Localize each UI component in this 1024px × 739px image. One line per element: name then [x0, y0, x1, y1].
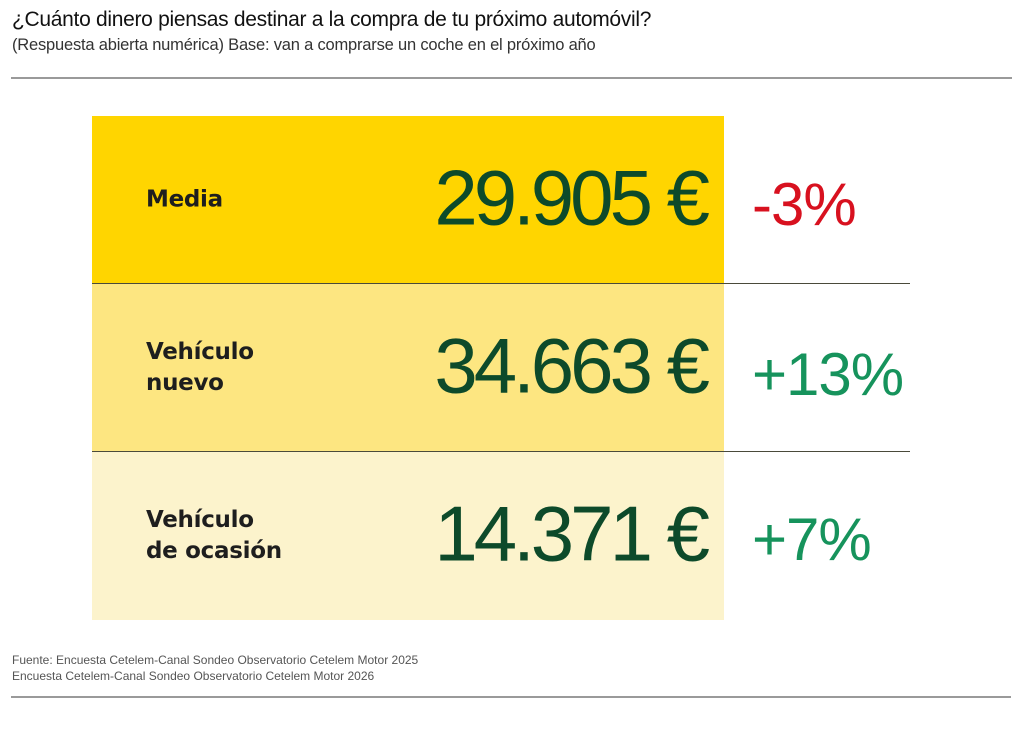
row-vehiculo-ocasion: Vehículo de ocasión 14.371 €	[92, 452, 724, 620]
row-label-line: Vehículo	[146, 507, 254, 533]
row-vehiculo-nuevo: Vehículo nuevo 34.663 €	[92, 284, 724, 452]
page-subtitle: (Respuesta abierta numérica) Base: van a…	[12, 36, 596, 54]
row-label: Media	[146, 185, 223, 216]
page-title: ¿Cuánto dinero piensas destinar a la com…	[12, 8, 652, 31]
source-line: Encuesta Cetelem-Canal Sondeo Observator…	[12, 669, 375, 683]
source-note: Fuente: Encuesta Cetelem-Canal Sondeo Ob…	[12, 652, 418, 684]
row-amount: 14.371 €	[434, 489, 710, 578]
source-line: Fuente: Encuesta Cetelem-Canal Sondeo Ob…	[12, 653, 419, 667]
row-media: Media 29.905 €	[92, 116, 724, 284]
row-amount: 29.905 €	[434, 153, 710, 242]
row-divider	[92, 451, 910, 452]
header-divider	[11, 77, 1012, 79]
row-label: Vehículo de ocasión	[146, 505, 282, 567]
row-change: +7%	[752, 506, 872, 573]
row-label: Vehículo nuevo	[146, 337, 254, 399]
row-label-line: nuevo	[146, 370, 224, 396]
row-label-line: de ocasión	[146, 538, 282, 564]
footer-divider	[11, 696, 1011, 698]
row-amount: 34.663 €	[434, 321, 710, 410]
row-label-line: Media	[146, 186, 223, 213]
row-label-line: Vehículo	[146, 339, 254, 365]
row-divider	[92, 283, 910, 284]
row-change: +13%	[752, 341, 904, 408]
row-change: -3%	[752, 171, 857, 238]
